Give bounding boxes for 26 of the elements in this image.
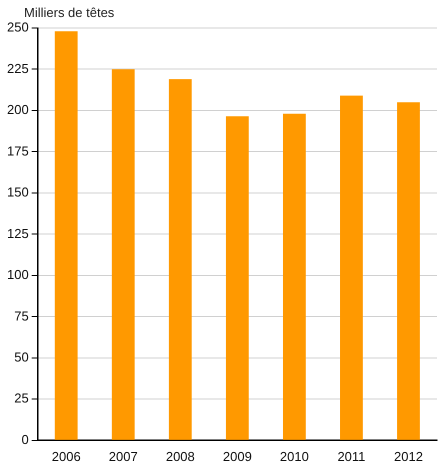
bar [112, 69, 135, 440]
bar [397, 102, 420, 440]
x-tick-label: 2006 [52, 448, 81, 464]
x-tick-label: 2011 [337, 448, 366, 464]
bar [168, 79, 192, 440]
bar [54, 31, 78, 440]
x-tick-label: 2010 [280, 448, 309, 464]
x-tick-label: 2009 [222, 448, 252, 464]
x-tick-label: 2012 [394, 448, 423, 464]
y-tick-label: 175 [6, 143, 29, 158]
x-tick-label: 2007 [108, 448, 138, 464]
bar [340, 96, 363, 440]
bar [226, 116, 249, 440]
y-tick-label: 125 [6, 226, 29, 241]
bar [282, 114, 306, 440]
y-tick-label: 50 [14, 350, 29, 364]
y-tick-label: 200 [6, 102, 29, 118]
y-tick-label: 225 [6, 60, 29, 76]
y-tick-label: 150 [6, 184, 29, 200]
y-axis-title: Milliers de têtes [24, 5, 115, 20]
x-tick-label: 2008 [166, 448, 195, 464]
y-tick-label: 100 [6, 267, 29, 282]
y-tick-label: 250 [6, 20, 29, 35]
y-tick-label: 25 [14, 390, 29, 406]
y-tick-label: 0 [21, 432, 29, 447]
y-tick-label: 75 [14, 308, 29, 324]
